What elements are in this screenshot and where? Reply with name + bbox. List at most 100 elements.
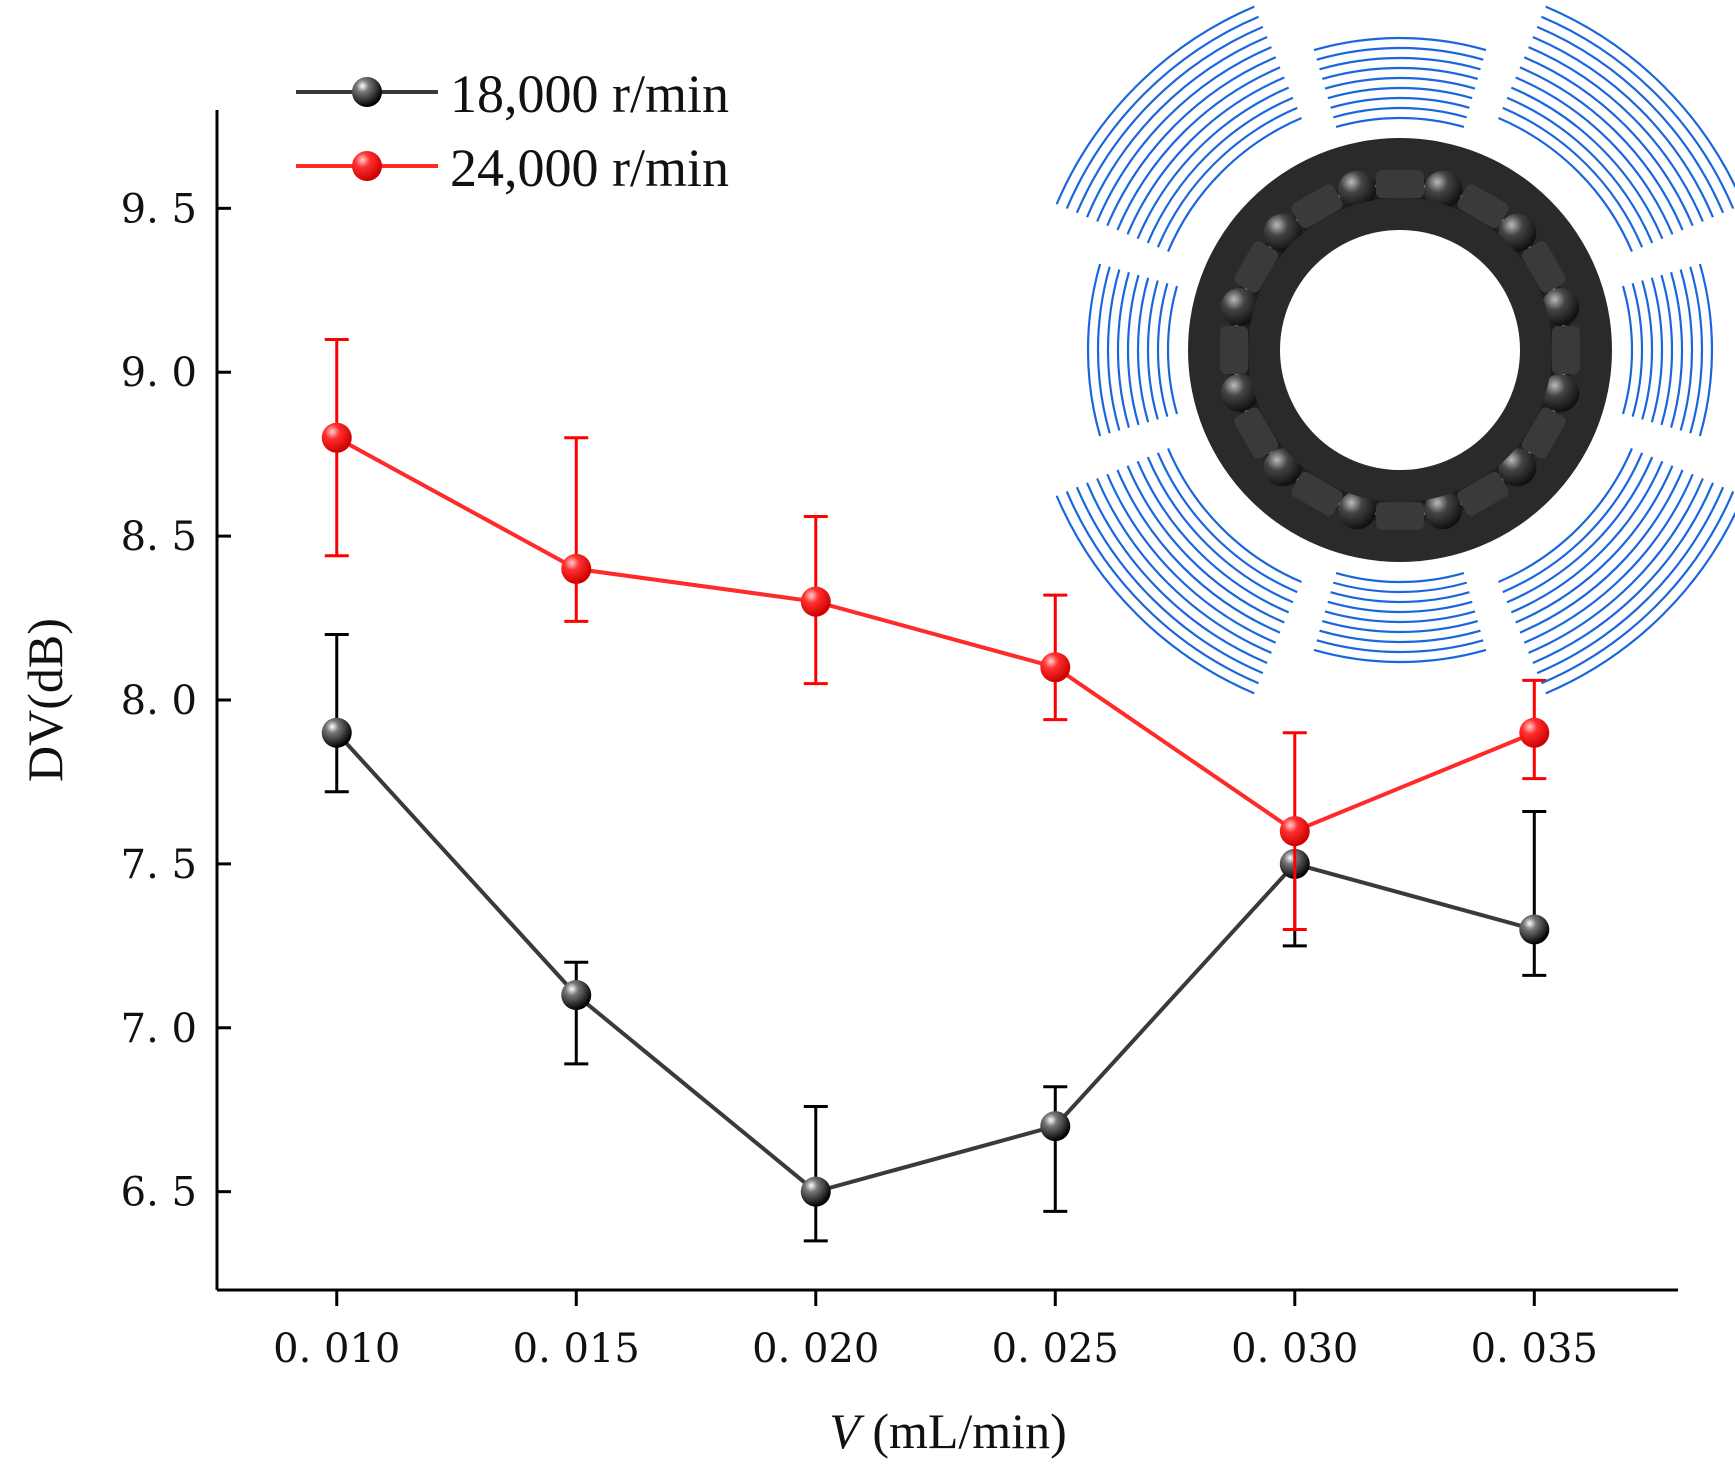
x-tick-label: 0. 030 xyxy=(1231,1326,1358,1372)
series-1 xyxy=(321,337,1550,931)
data-point xyxy=(1279,816,1310,847)
data-point xyxy=(800,1176,831,1207)
sound-wave-arc xyxy=(1679,269,1694,431)
sound-wave-arc xyxy=(1086,263,1102,437)
error-bar xyxy=(564,436,589,623)
sound-wave-arc xyxy=(1319,56,1481,71)
series-line xyxy=(335,731,1535,1194)
sound-wave-arc xyxy=(1156,452,1298,594)
sound-wave-arc xyxy=(1146,456,1294,604)
sound-wave-arc xyxy=(1641,280,1654,420)
error-bar xyxy=(564,960,589,1066)
data-point xyxy=(561,553,592,584)
sound-waves xyxy=(1055,5,1735,695)
series-0 xyxy=(321,632,1550,1243)
data-point xyxy=(561,980,592,1010)
sound-wave-arc xyxy=(1096,478,1272,654)
sound-wave-arc xyxy=(1106,269,1121,431)
series-layer xyxy=(321,337,1550,1243)
legend-marker-24000 xyxy=(352,151,382,181)
sound-wave-arc xyxy=(1515,76,1674,235)
sound-wave-arc xyxy=(1532,482,1714,664)
x-tick-label: 0. 020 xyxy=(752,1326,879,1372)
legend-entry-24000: 24,000 r/min xyxy=(296,138,729,198)
sound-wave-arc xyxy=(1166,285,1179,415)
sound-wave-arc xyxy=(1650,277,1664,423)
sound-wave-arc xyxy=(1075,486,1264,675)
sound-wave-arc xyxy=(1116,271,1130,429)
bearing-ball xyxy=(1498,213,1537,252)
legend-label-18000: 18,000 r/min xyxy=(450,64,729,124)
bearing-cage-pocket xyxy=(1521,407,1566,459)
sound-wave-arc xyxy=(1156,282,1169,418)
x-tick-label: 0. 025 xyxy=(992,1326,1119,1372)
series-line xyxy=(335,436,1536,834)
sound-wave-arc xyxy=(1313,36,1487,52)
sound-wave-arc xyxy=(1631,282,1644,418)
error-bar xyxy=(324,632,349,794)
sound-wave-arc xyxy=(1335,571,1465,584)
x-ticks: 0. 010 0. 015 0. 020 0. 025 0. 030 0. 035 xyxy=(273,1290,1598,1372)
x-axis-title: V (mL/min) xyxy=(829,1403,1066,1459)
sound-wave-arc xyxy=(1136,460,1290,614)
sound-wave-arc xyxy=(1541,491,1735,685)
sound-wave-arc xyxy=(1324,76,1476,90)
sound-wave-arc xyxy=(1330,591,1470,604)
sound-wave-arc xyxy=(1332,106,1468,119)
bearing-ball xyxy=(1220,288,1259,327)
bearing-cage-pocket xyxy=(1220,326,1248,374)
sound-wave-arc xyxy=(1510,86,1664,240)
sound-wave-arc xyxy=(1116,469,1281,634)
sound-wave-arc xyxy=(1116,66,1281,231)
error-bar xyxy=(1522,809,1547,977)
sound-wave-arc xyxy=(1330,96,1470,109)
sound-wave-arc xyxy=(1065,491,1259,685)
x-axis-unit: (mL/min) xyxy=(860,1403,1067,1459)
sound-wave-arc xyxy=(1536,486,1725,675)
sound-wave-arc xyxy=(1055,5,1255,205)
sound-wave-arc xyxy=(1313,648,1487,664)
sound-wave-arc xyxy=(1519,469,1684,634)
sound-wave-arc xyxy=(1327,600,1473,614)
y-tick-label: 7. 0 xyxy=(121,1006,197,1052)
sound-wave-arc xyxy=(1506,456,1654,604)
sound-wave-arc xyxy=(1335,116,1465,129)
bearing-ball xyxy=(1263,213,1302,252)
sound-wave-arc xyxy=(1660,274,1674,426)
data-point xyxy=(1519,717,1550,748)
sound-wave-arc xyxy=(1086,36,1268,218)
bearing-cage-pocket xyxy=(1376,170,1424,198)
sound-wave-arc xyxy=(1136,277,1150,423)
sound-wave-arc xyxy=(1545,511,1735,695)
sound-wave-arc xyxy=(1506,96,1654,244)
sound-wave-arc xyxy=(1146,96,1294,244)
bearing-with-sound-waves-icon xyxy=(1055,5,1735,695)
sound-wave-arc xyxy=(1086,482,1268,664)
y-tick-label: 8. 5 xyxy=(121,514,197,560)
sound-wave-arc xyxy=(1545,5,1735,189)
sound-wave-arc xyxy=(1096,46,1272,222)
sound-wave-arc xyxy=(1316,46,1484,61)
sound-wave-arc xyxy=(1510,460,1664,614)
sound-wave-arc xyxy=(1498,117,1633,252)
sound-wave-arc xyxy=(1319,629,1481,644)
bearing-ball xyxy=(1498,448,1537,487)
sound-wave-arc xyxy=(1065,15,1259,209)
bearing-ball xyxy=(1541,373,1580,412)
y-tick-label: 9. 5 xyxy=(121,186,197,232)
sound-wave-arc xyxy=(1126,465,1285,624)
sound-wave-arc xyxy=(1126,76,1285,235)
data-point xyxy=(1040,1111,1071,1142)
legend: 18,000 r/min 24,000 r/min xyxy=(296,64,729,198)
data-point xyxy=(1040,652,1071,683)
legend-entry-18000: 18,000 r/min xyxy=(296,64,729,124)
sound-wave-arc xyxy=(1532,36,1714,218)
sound-wave-arc xyxy=(1698,263,1714,437)
sound-wave-arc xyxy=(1515,465,1674,624)
bearing-ball xyxy=(1263,448,1302,487)
data-point xyxy=(321,717,352,748)
bearing-cage-pocket xyxy=(1291,184,1343,229)
y-ticks: 6. 5 7. 0 7. 5 8. 0 8. 5 9. 0 9. 5 xyxy=(121,186,231,1216)
sound-wave-arc xyxy=(1502,452,1644,594)
